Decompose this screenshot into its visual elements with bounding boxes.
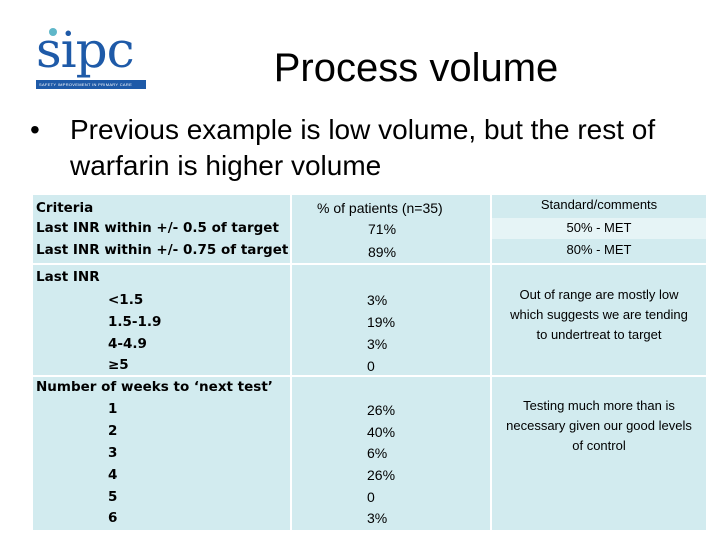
weeks-item: 3 [108, 445, 118, 461]
weeks-item: 5 [108, 489, 118, 505]
weeks-item: 1 [108, 401, 118, 417]
criteria-cell-row1: Criteria Last INR within +/- 0.5 of targ… [33, 195, 290, 263]
percent-value: 3% [367, 336, 388, 352]
weeks-heading: Number of weeks to ‘next test’ [36, 379, 273, 395]
percent-value: 0 [367, 489, 375, 505]
criteria-item: Last INR within +/- 0.75 of target [36, 242, 289, 258]
logo-tagline: SAFETY IMPROVEMENT IN PRIMARY CARE [36, 80, 146, 89]
criteria-cell-row3: Number of weeks to ‘next test’ 1 2 3 4 5… [33, 377, 290, 530]
comment-value: 50% - MET [566, 220, 632, 235]
percent-value: 19% [367, 314, 396, 330]
logo-dot-icon [49, 28, 57, 36]
percent-value: 26% [367, 402, 396, 418]
comment-value: 80% - MET [566, 242, 632, 257]
comment-text: Testing much more than is necessary give… [506, 398, 692, 453]
slide-title: Process volume [273, 46, 559, 90]
percent-value: 3% [367, 292, 388, 308]
weeks-item: 6 [108, 510, 118, 526]
comments-cell-row2: Out of range are mostly low which sugges… [492, 265, 706, 375]
sipc-logo: sipc SAFETY IMPROVEMENT IN PRIMARY CARE [36, 22, 148, 94]
percent-value: 3% [367, 510, 388, 526]
percent-value: 26% [367, 467, 396, 483]
weeks-item: 4 [108, 467, 118, 483]
percent-value: 71% [368, 221, 397, 237]
last-inr-heading: Last INR [36, 269, 100, 285]
criteria-cell-row2: Last INR <1.5 1.5-1.9 4-4.9 ≥5 [33, 265, 290, 375]
percent-value: 6% [367, 445, 388, 461]
inr-range-item: 4-4.9 [108, 336, 147, 352]
weeks-item: 2 [108, 423, 118, 439]
comment-text: Out of range are mostly low which sugges… [510, 287, 688, 342]
percent-cell-row1: % of patients (n=35) 71% 89% [292, 195, 490, 263]
percent-value: 89% [368, 244, 397, 260]
percent-value: 40% [367, 424, 396, 440]
bullet-text: Previous example is low volume, but the … [70, 114, 656, 181]
percent-cell-row3: 26% 40% 6% 26% 0 3% [292, 377, 490, 530]
criteria-header: Criteria [36, 200, 94, 216]
percent-cell-row2: 3% 19% 3% 0 [292, 265, 490, 375]
comment-band [492, 218, 706, 239]
comments-header: Standard/comments [540, 197, 658, 212]
results-table: Criteria Last INR within +/- 0.5 of targ… [33, 195, 706, 530]
bullet-icon: • [30, 114, 40, 145]
inr-range-item: 1.5-1.9 [108, 314, 162, 330]
comments-cell-row3: Testing much more than is necessary give… [492, 377, 706, 530]
inr-range-item: ≥5 [108, 357, 129, 373]
criteria-item: Last INR within +/- 0.5 of target [36, 220, 279, 236]
comments-cell-row1: Standard/comments 50% - MET 80% - MET [492, 195, 706, 263]
inr-range-item: <1.5 [108, 292, 144, 308]
percent-header: % of patients (n=35) [317, 200, 443, 216]
percent-value: 0 [367, 358, 375, 374]
bullet-point: • Previous example is low volume, but th… [30, 112, 690, 184]
